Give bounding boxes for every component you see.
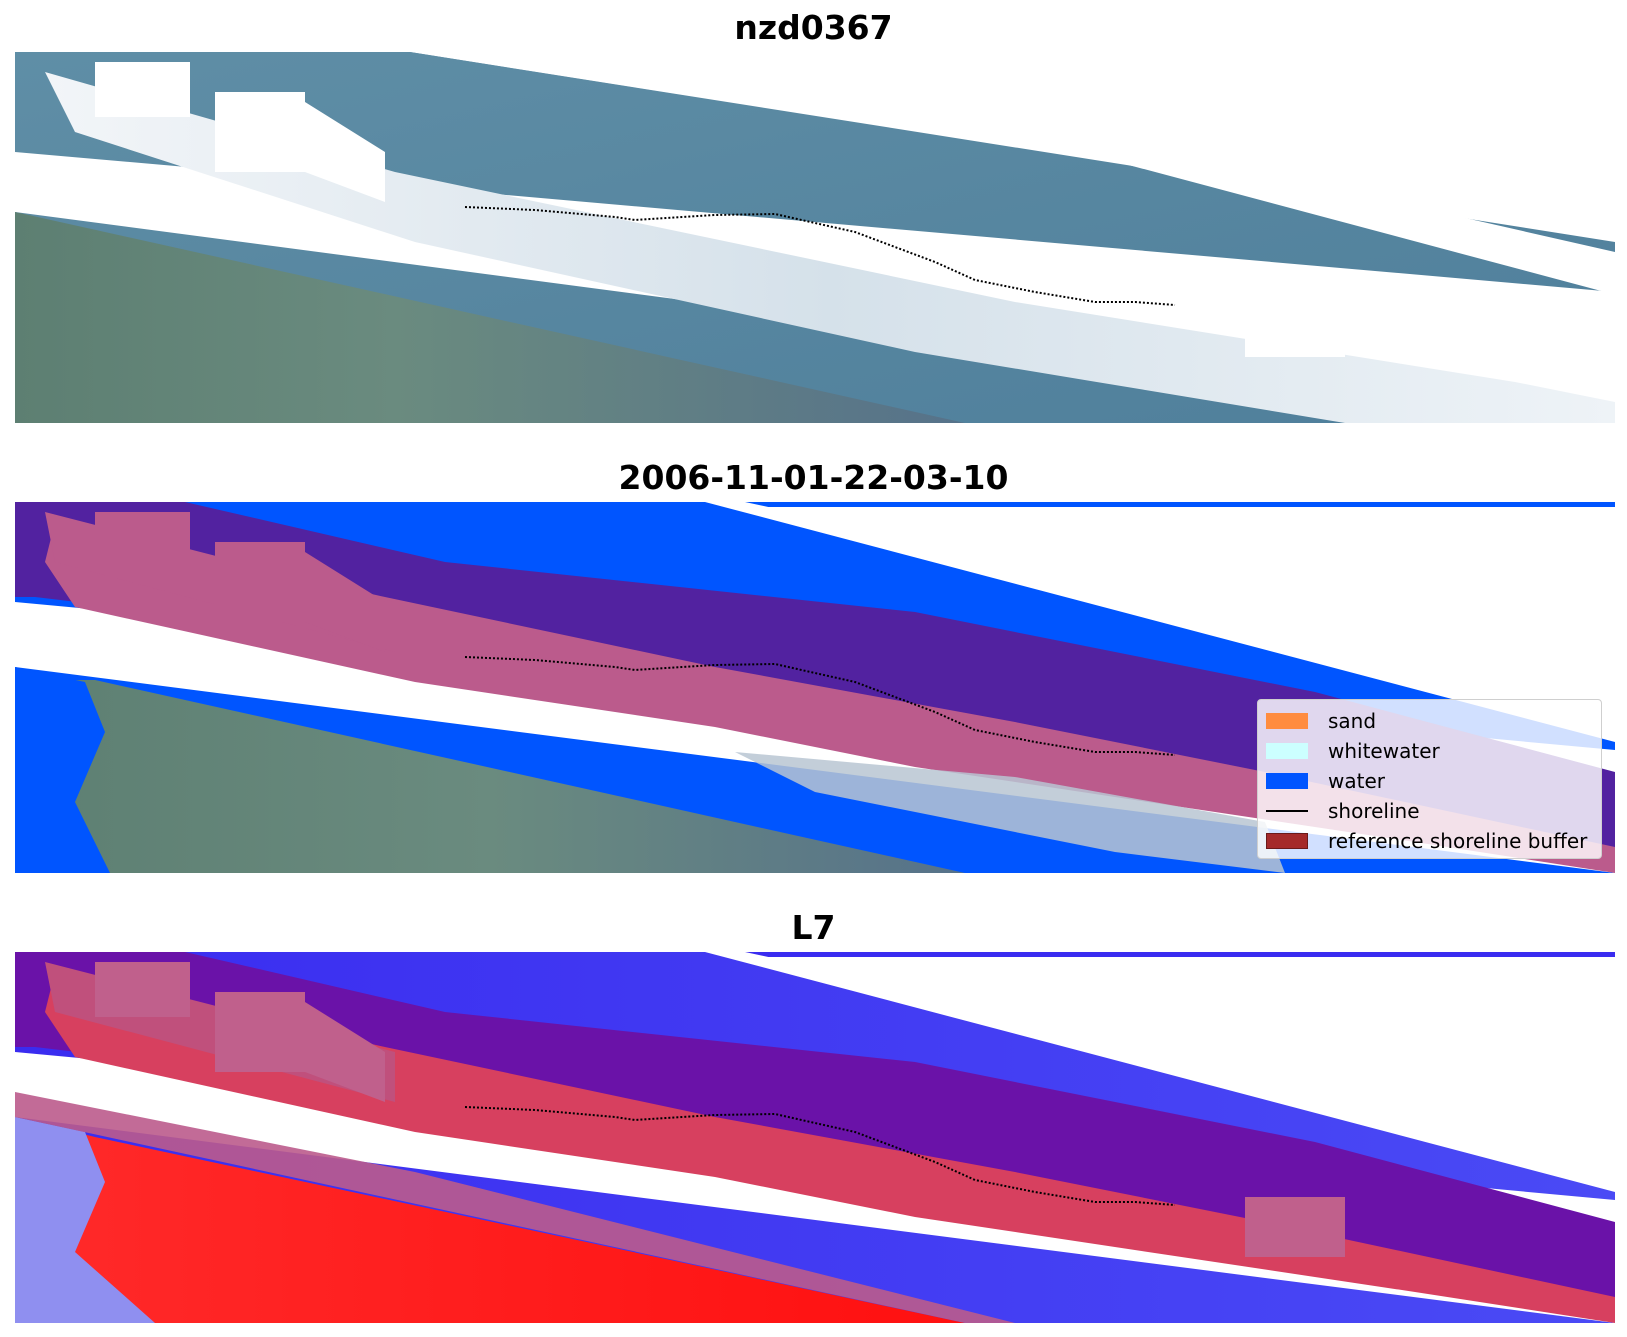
surf-band bbox=[45, 72, 1615, 423]
legend-item-shoreline: shoreline bbox=[1266, 796, 1593, 826]
rgb-image-panel bbox=[15, 52, 1615, 423]
classification-panel bbox=[15, 502, 1615, 873]
buffer-red bbox=[45, 972, 1615, 1323]
buffer-pink bbox=[45, 522, 1615, 873]
cloud bbox=[95, 62, 190, 117]
land-index bbox=[15, 1117, 965, 1323]
shoreline bbox=[464, 1106, 1176, 1206]
legend-label: sand bbox=[1328, 709, 1377, 733]
index-panel bbox=[15, 952, 1615, 1323]
buffer-swatch bbox=[1266, 833, 1308, 849]
shoreline bbox=[464, 656, 1176, 756]
legend-item-water: water bbox=[1266, 766, 1593, 796]
water-swatch bbox=[1266, 773, 1308, 789]
legend-label: shoreline bbox=[1328, 799, 1420, 823]
shoreline-swatch bbox=[1266, 810, 1308, 812]
whitewater-swatch bbox=[1266, 743, 1308, 759]
legend-label: reference shoreline buffer bbox=[1328, 829, 1588, 853]
legend-item-buffer: reference shoreline buffer bbox=[1266, 826, 1593, 856]
panel-title-2: 2006-11-01-22-03-10 bbox=[618, 458, 1009, 497]
legend-label: water bbox=[1328, 769, 1385, 793]
panel-title-1: nzd0367 bbox=[734, 8, 893, 47]
legend-item-whitewater: whitewater bbox=[1266, 736, 1593, 766]
nodata-stripe-b bbox=[705, 52, 1615, 292]
sand-swatch bbox=[1266, 713, 1308, 729]
land-region bbox=[15, 212, 965, 423]
shoreline bbox=[464, 206, 1176, 306]
panel-title-3: L7 bbox=[791, 908, 836, 947]
legend-item-sand: sand bbox=[1266, 706, 1593, 736]
legend-label: whitewater bbox=[1328, 739, 1440, 763]
land-region bbox=[15, 680, 965, 873]
legend: sand whitewater water shoreline referenc… bbox=[1257, 699, 1602, 859]
